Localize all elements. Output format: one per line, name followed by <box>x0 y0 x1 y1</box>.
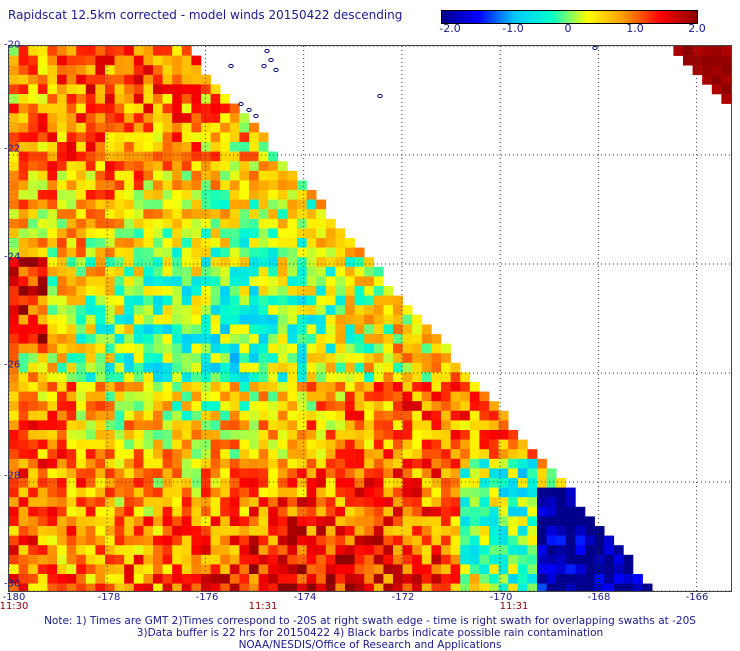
wind-difference-map <box>8 45 732 592</box>
time-label: 11:30 <box>0 601 29 612</box>
lat-tick-label: -20 <box>4 39 21 51</box>
footnote-line: 3)Data buffer is 22 hrs for 20150422 4) … <box>136 627 604 639</box>
map-canvas <box>9 46 731 591</box>
footnotes: Note: 1) Times are GMT 2)Times correspon… <box>0 615 740 651</box>
footnote-line: Note: 1) Times are GMT 2)Times correspon… <box>44 615 696 627</box>
map-title: Rapidscat 12.5km corrected - model winds… <box>8 8 403 22</box>
lat-tick-label: -24 <box>4 251 21 263</box>
lon-tick-label: -172 <box>391 592 415 603</box>
lat-tick-label: -22 <box>4 143 21 155</box>
time-label: 11:31 <box>248 601 278 612</box>
lat-tick-label: -26 <box>4 359 21 371</box>
graticule <box>9 46 731 591</box>
lat-tick-label: -30 <box>4 578 21 590</box>
footnote-line: NOAA/NESDIS/Office of Research and Appli… <box>238 639 502 651</box>
lon-tick-label: -170 <box>489 592 513 603</box>
colorbar-tick: -1.0 <box>502 22 524 35</box>
time-label: 11:31 <box>499 601 529 612</box>
lon-tick-label: -178 <box>97 592 121 603</box>
lon-tick-label: -166 <box>685 592 709 603</box>
wind-cells <box>9 46 731 591</box>
lon-tick-label: -176 <box>195 592 219 603</box>
colorbar-tick: 0 <box>564 22 572 35</box>
lon-tick-label: -180 <box>2 592 26 603</box>
lon-tick-label: -174 <box>293 592 317 603</box>
colorbar <box>441 10 698 24</box>
lat-tick-label: -28 <box>4 470 21 482</box>
colorbar-tick: 1.0 <box>626 22 644 35</box>
colorbar-tick: 2.0 <box>688 22 706 35</box>
colorbar-tick: -2.0 <box>439 22 461 35</box>
lon-tick-label: -168 <box>587 592 611 603</box>
island-outlines <box>228 46 598 119</box>
